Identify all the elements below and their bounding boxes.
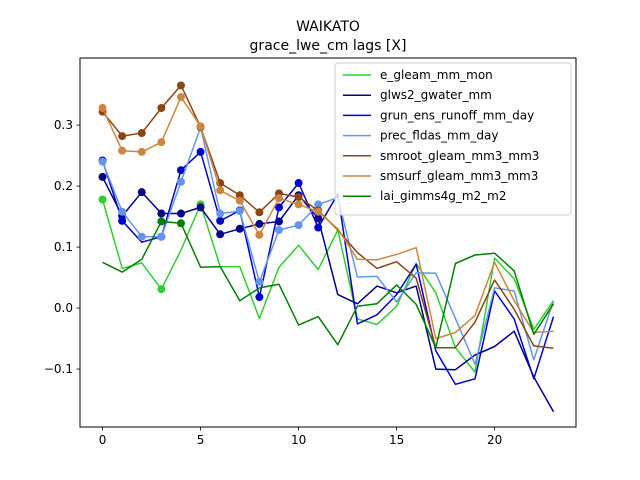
legend-label: lai_gimms4g_m2_m2 [380,189,507,203]
data-point [137,188,146,197]
data-point [216,216,225,225]
legend: e_gleam_mm_mon glws2_gwater_mm grun_ens_ru… [334,62,572,216]
legend-box [334,62,572,216]
data-point [314,214,323,223]
legend-label: prec_fldas_mm_day [380,129,499,143]
data-point [255,219,264,228]
data-point [294,193,303,202]
data-point [98,104,107,113]
x-tick-label: 20 [487,433,502,447]
data-point [235,191,244,200]
data-point [98,195,107,204]
data-point [274,203,283,212]
data-point [118,216,127,225]
data-point [196,203,205,212]
data-point [98,172,107,181]
data-point [137,147,146,156]
data-point [118,207,127,216]
data-point [235,196,244,205]
data-point [216,209,225,218]
data-point [314,207,323,216]
data-point [216,186,225,195]
data-point [294,179,303,188]
data-point [274,194,283,203]
data-point [255,230,264,239]
x-tick-label: 0 [99,433,107,447]
y-tick-label: 0.1 [54,240,73,254]
legend-label: glws2_gwater_mm [380,88,492,102]
data-point [176,166,185,175]
data-point [157,104,166,113]
data-point [255,208,264,217]
data-point [235,224,244,233]
data-point [176,219,185,228]
series-line-prec_fldas_mm_day [101,126,555,365]
data-point [294,200,303,209]
legend-label: smroot_gleam_mm3_mm3 [380,149,539,163]
data-point [137,129,146,138]
x-tick-label: 5 [197,433,205,447]
data-point [176,93,185,102]
data-point [176,81,185,90]
data-point [157,138,166,147]
data-point [176,177,185,186]
data-point [216,230,225,239]
data-point [255,293,264,302]
chart-subtitle: grace_lwe_cm lags [X] [250,38,407,54]
legend-label: grun_ens_runoff_mm_day [380,108,534,122]
data-point [118,146,127,155]
data-point [137,232,146,241]
data-point [314,223,323,232]
x-tick-label: 15 [389,433,404,447]
data-point [255,277,264,286]
data-point [157,232,166,241]
data-point [274,225,283,234]
axes-frame [79,57,577,428]
plot-area [98,81,555,413]
data-point [118,132,127,141]
data-point [196,122,205,131]
data-point [314,200,323,209]
x-tick-label: 10 [291,433,306,447]
data-point [157,209,166,218]
y-axis: −0.1 0.0 0.1 0.2 0.3 [44,118,80,376]
y-tick-label: 0.3 [54,118,73,132]
legend-label: smsurf_gleam_mm3_mm3 [380,169,538,183]
data-point [157,217,166,226]
y-tick-label: −0.1 [44,362,73,376]
y-tick-label: 0.2 [54,179,73,193]
data-point [235,207,244,216]
data-point [176,209,185,218]
data-point [196,147,205,156]
data-point [98,157,107,166]
data-point [294,221,303,230]
chart-title: WAIKATO [296,19,360,35]
legend-label: e_gleam_mm_mon [380,68,493,82]
data-point [157,285,166,294]
y-tick-label: 0.0 [54,301,73,315]
series-line-smsurf_gleam_mm3_mm3 [101,96,554,340]
x-axis: 0 5 10 15 20 [99,427,502,447]
